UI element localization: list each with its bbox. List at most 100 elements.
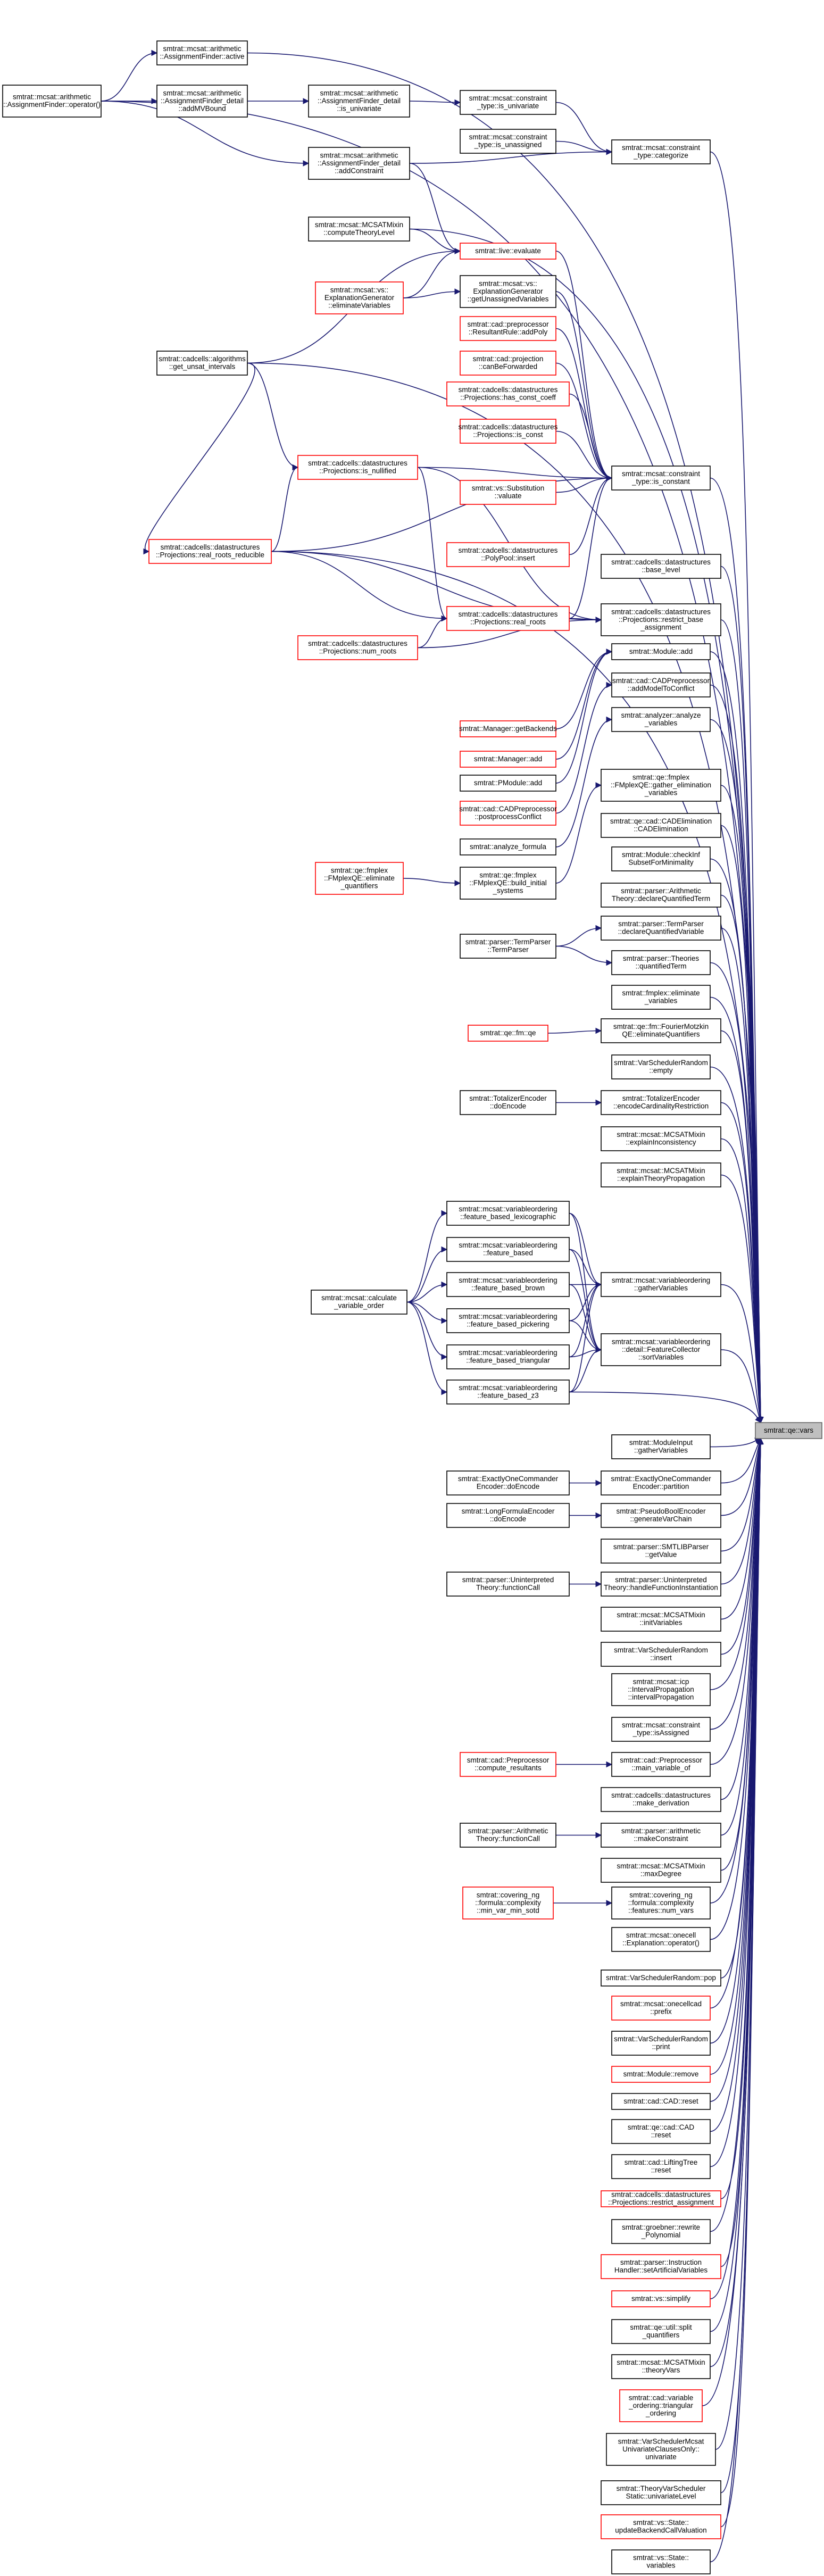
node-vo_tri[interactable]: smtrat::mcsat::variableordering::feature… xyxy=(446,1344,570,1369)
node-vsr_print[interactable]: smtrat::VarSchedulerRandom::print xyxy=(611,2031,711,2056)
node-box[interactable] xyxy=(611,2093,711,2110)
node-box[interactable] xyxy=(148,539,272,564)
node-analyzer_vars[interactable]: smtrat::analyzer::analyze_variables xyxy=(611,707,711,732)
node-at_makeconstraint[interactable]: smtrat::parser::arithmetic::makeConstrai… xyxy=(601,1823,721,1848)
node-cad_liftingtree[interactable]: smtrat::cad::LiftingTree::reset xyxy=(611,2154,711,2179)
node-ds_restrictassign[interactable]: smtrat::cadcells::datastructures::Projec… xyxy=(601,2190,721,2207)
node-parser_termparser[interactable]: smtrat::parser::TermParser::TermParser xyxy=(460,934,556,959)
node-box[interactable] xyxy=(446,381,570,406)
node-box[interactable] xyxy=(308,217,410,242)
node-box[interactable] xyxy=(601,1090,721,1115)
node-ds_makederiv[interactable]: smtrat::cadcells::datastructures::make_d… xyxy=(601,1787,721,1812)
node-box[interactable] xyxy=(460,775,556,792)
node-box[interactable] xyxy=(460,275,556,308)
node-vsmcsat_univariate[interactable]: smtrat::VarSchedulerMcsatUnivariateClaus… xyxy=(606,2433,716,2466)
node-box[interactable] xyxy=(611,846,711,871)
node-target[interactable]: smtrat::qe::vars xyxy=(755,1422,822,1439)
node-box[interactable] xyxy=(446,1272,570,1297)
node-box[interactable] xyxy=(446,1572,570,1597)
node-box[interactable] xyxy=(315,281,404,314)
node-ds_numroots[interactable]: smtrat::cadcells::datastructures::Projec… xyxy=(297,635,418,660)
node-box[interactable] xyxy=(601,1970,721,1987)
node-eoc_doencode[interactable]: smtrat::ExactlyOneCommanderEncoder::doEn… xyxy=(446,1470,570,1495)
node-mcsat_explainincons[interactable]: smtrat::mcsat::MCSATMixin::explainIncons… xyxy=(601,1126,721,1151)
node-tenc_doencode[interactable]: smtrat::TotalizerEncoder::doEncode xyxy=(460,1090,556,1115)
node-box[interactable] xyxy=(611,707,711,732)
node-box[interactable] xyxy=(611,2354,711,2379)
node-box[interactable] xyxy=(601,1572,721,1597)
node-box[interactable] xyxy=(308,85,410,118)
node-box[interactable] xyxy=(611,1887,711,1919)
node-box[interactable] xyxy=(611,950,711,975)
node-box[interactable] xyxy=(460,129,556,154)
node-cadelim[interactable]: smtrat::qe::cad::CADElimination::CADElim… xyxy=(601,813,721,838)
node-mcsat_initvars[interactable]: smtrat::mcsat::MCSATMixin::initVariables xyxy=(601,1607,721,1632)
node-box[interactable] xyxy=(601,2254,721,2279)
node-vsr_insert[interactable]: smtrat::VarSchedulerRandom::insert xyxy=(601,1642,721,1667)
node-icp_intprop[interactable]: smtrat::mcsat::icp::IntervalPropagation:… xyxy=(611,1673,711,1706)
node-cov_minvarmin[interactable]: smtrat::covering_ng::formula::complexity… xyxy=(462,1887,554,1919)
node-box[interactable] xyxy=(611,1752,711,1777)
node-analyze_formula[interactable]: smtrat::analyze_formula xyxy=(460,838,556,855)
node-lfe_doencode[interactable]: smtrat::LongFormulaEncoder::doEncode xyxy=(446,1503,570,1528)
node-ct_isunivariate[interactable]: smtrat::mcsat::constraint_type::is_univa… xyxy=(460,90,556,115)
node-live_evaluate[interactable]: smtrat::live::evaluate xyxy=(460,243,556,260)
node-qecad_reset[interactable]: smtrat::qe::cad::CAD::reset xyxy=(611,2119,711,2144)
node-manager_getbackends[interactable]: smtrat::Manager::getBackends xyxy=(459,720,557,737)
node-box[interactable] xyxy=(446,1237,570,1262)
node-box[interactable] xyxy=(460,801,556,826)
node-box[interactable] xyxy=(460,480,556,505)
node-vo_lex[interactable]: smtrat::mcsat::variableordering::feature… xyxy=(446,1201,570,1226)
node-box[interactable] xyxy=(460,316,556,341)
node-ds_baselevel[interactable]: smtrat::cadcells::datastructures::base_l… xyxy=(601,554,721,579)
node-cad_canbefwd[interactable]: smtrat::cad::projection::canBeForwarded xyxy=(460,351,556,376)
node-box[interactable] xyxy=(611,985,711,1010)
node-box[interactable] xyxy=(611,1054,711,1079)
node-box[interactable] xyxy=(601,2514,721,2539)
node-cadpp_addmodel[interactable]: smtrat::cad::CADPreprocessor::addModelTo… xyxy=(611,672,711,697)
node-box[interactable] xyxy=(611,2066,711,2083)
node-vs_state_vars[interactable]: smtrat::vs::State::variables xyxy=(611,2549,711,2574)
node-vs_simplify[interactable]: smtrat::vs::simplify xyxy=(611,2290,711,2307)
node-box[interactable] xyxy=(601,1503,721,1528)
node-box[interactable] xyxy=(601,603,721,636)
node-box[interactable] xyxy=(460,419,556,444)
node-vs_elim[interactable]: smtrat::mcsat::vs::ExplanationGenerator:… xyxy=(315,281,404,314)
node-box[interactable] xyxy=(601,813,721,838)
node-box[interactable] xyxy=(611,1434,711,1459)
node-vs_getunassigned[interactable]: smtrat::mcsat::vs::ExplanationGenerator:… xyxy=(460,275,556,308)
node-ct_categorize[interactable]: smtrat::mcsat::constraint_type::categori… xyxy=(611,139,711,164)
node-groebner_rewrite[interactable]: smtrat::groebner::rewrite_Polynomial xyxy=(611,2219,711,2244)
node-box[interactable] xyxy=(446,1380,570,1405)
node-vs_state_update[interactable]: smtrat::vs::State::updateBackendCallValu… xyxy=(601,2514,721,2539)
node-at_funcall[interactable]: smtrat::parser::ArithmeticTheory::functi… xyxy=(460,1823,556,1848)
node-box[interactable] xyxy=(308,147,410,180)
node-af_isunivariate[interactable]: smtrat::mcsat::arithmetic::AssignmentFin… xyxy=(308,85,410,118)
node-ds_realrootsred[interactable]: smtrat::cadcells::datastructures::Projec… xyxy=(148,539,272,564)
node-box[interactable] xyxy=(611,2119,711,2144)
node-box[interactable] xyxy=(156,351,248,376)
node-box[interactable] xyxy=(611,2549,711,2574)
node-qe_split[interactable]: smtrat::qe::util::split_quantifiers xyxy=(611,2319,711,2344)
node-box[interactable] xyxy=(156,40,248,65)
node-box[interactable] xyxy=(601,2190,721,2207)
node-box[interactable] xyxy=(601,1642,721,1667)
node-af_op[interactable]: smtrat::mcsat::arithmetic::AssignmentFin… xyxy=(2,85,102,118)
node-box[interactable] xyxy=(156,85,248,118)
node-box[interactable] xyxy=(446,606,570,631)
node-module_checkinf[interactable]: smtrat::Module::checkInfSubsetForMinimal… xyxy=(611,846,711,871)
node-parser_declq[interactable]: smtrat::parser::ArithmeticTheory::declar… xyxy=(601,883,721,908)
node-cadpp_mainvar[interactable]: smtrat::cad::Preprocessor::main_variable… xyxy=(611,1752,711,1777)
node-cadpp_computeres[interactable]: smtrat::cad::Preprocessor::compute_resul… xyxy=(460,1752,556,1777)
node-cad_triangular[interactable]: smtrat::cad::variable_ordering::triangul… xyxy=(619,2389,703,2422)
node-vo_pick[interactable]: smtrat::mcsat::variableordering::feature… xyxy=(446,1308,570,1333)
node-ut_handlefi[interactable]: smtrat::parser::UninterpretedTheory::han… xyxy=(601,1572,721,1597)
node-box[interactable] xyxy=(460,838,556,855)
node-ds_polypool[interactable]: smtrat::cadcells::datastructures::PolyPo… xyxy=(446,542,570,567)
node-box[interactable] xyxy=(611,672,711,697)
node-ct_isassigned[interactable]: smtrat::mcsat::constraint_type::isAssign… xyxy=(611,1717,711,1742)
node-box[interactable] xyxy=(446,1344,570,1369)
node-box[interactable] xyxy=(460,867,556,900)
node-box[interactable] xyxy=(611,1996,711,2021)
node-box[interactable] xyxy=(601,1607,721,1632)
